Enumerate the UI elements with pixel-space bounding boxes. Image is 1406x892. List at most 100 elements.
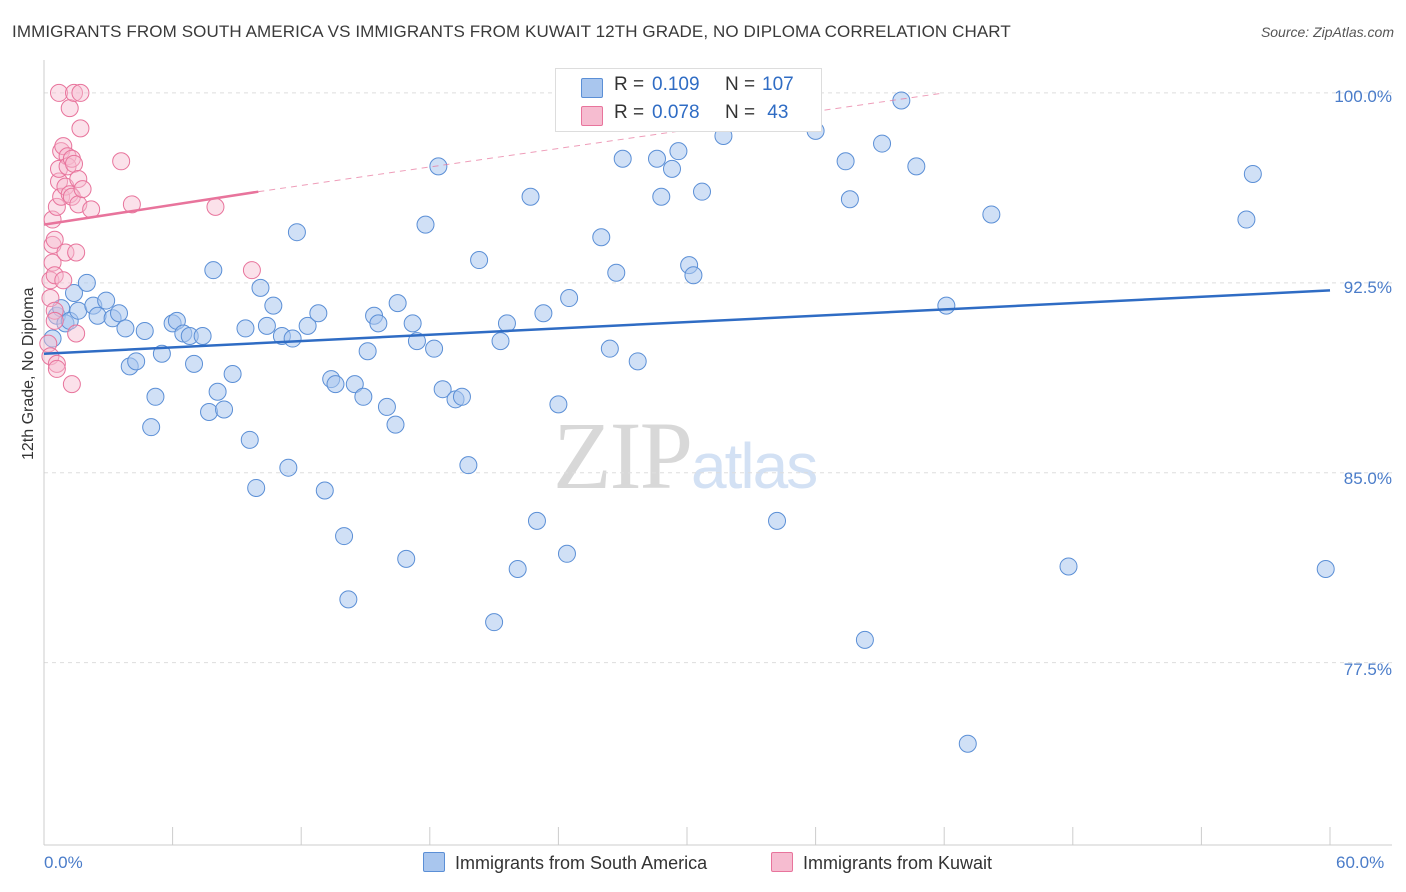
watermark: ZIPatlas <box>553 400 818 511</box>
data-point-south-america <box>116 319 135 338</box>
data-point-south-america <box>88 306 107 325</box>
data-point-south-america <box>200 402 219 421</box>
data-point-south-america <box>497 314 516 333</box>
legend-swatch-pink <box>771 852 793 872</box>
trend-line-kuwait <box>43 190 259 226</box>
data-point-kuwait <box>47 354 66 373</box>
data-point-south-america <box>613 149 632 168</box>
legend-row-south-america: R = 0.109 N = 107 <box>556 74 821 100</box>
data-point-kuwait <box>69 170 88 189</box>
data-point-south-america <box>69 301 88 320</box>
data-point-south-america <box>425 339 444 358</box>
x-tick-max: 60.0% <box>1336 853 1385 872</box>
data-point-south-america <box>662 159 681 178</box>
data-point-south-america <box>345 375 364 394</box>
data-point-south-america <box>135 321 154 340</box>
data-point-south-america <box>907 157 926 176</box>
data-point-south-america <box>485 613 504 632</box>
data-point-south-america <box>600 339 619 358</box>
data-point-south-america <box>1316 559 1335 578</box>
data-point-south-america <box>560 289 579 308</box>
data-point-kuwait <box>242 261 261 280</box>
data-point-kuwait <box>112 152 131 171</box>
data-point-kuwait <box>56 243 75 262</box>
data-point-kuwait <box>122 195 141 214</box>
data-point-south-america <box>470 251 489 270</box>
data-point-south-america <box>236 319 255 338</box>
data-point-south-america <box>982 205 1001 224</box>
data-point-south-america <box>358 342 377 361</box>
data-point-south-america <box>77 273 96 292</box>
data-point-kuwait <box>67 324 86 343</box>
data-point-south-america <box>459 456 478 475</box>
data-point-south-america <box>257 316 276 335</box>
data-point-south-america <box>628 352 647 371</box>
data-point-south-america <box>264 296 283 315</box>
data-point-south-america <box>873 134 892 153</box>
data-point-south-america <box>287 223 306 242</box>
bottom-legend-kuwait: Immigrants from Kuwait <box>771 852 992 874</box>
data-point-south-america <box>309 304 328 323</box>
data-point-south-america <box>1243 164 1262 183</box>
legend-r-value: 0.078 <box>652 102 700 123</box>
legend-swatch-pink <box>581 106 603 126</box>
data-point-kuwait <box>71 83 90 102</box>
data-point-kuwait <box>67 243 86 262</box>
y-tick-85: 85.0% <box>1343 469 1392 488</box>
data-point-kuwait <box>45 230 64 249</box>
data-point-south-america <box>527 511 546 530</box>
data-point-kuwait <box>62 375 81 394</box>
data-point-south-america <box>892 91 911 110</box>
data-point-south-america <box>836 152 855 171</box>
data-point-kuwait <box>47 197 66 216</box>
data-point-south-america <box>335 527 354 546</box>
data-point-south-america <box>607 263 626 282</box>
legend-label: Immigrants from Kuwait <box>803 853 993 873</box>
trend-line-south-america <box>43 289 1331 355</box>
data-point-south-america <box>339 590 358 609</box>
watermark-atlas: atlas <box>691 430 818 502</box>
data-point-south-america <box>240 430 259 449</box>
data-point-south-america <box>247 478 266 497</box>
data-point-south-america <box>193 327 212 346</box>
data-point-south-america <box>534 304 553 323</box>
data-point-south-america <box>433 380 452 399</box>
data-point-kuwait <box>71 119 90 138</box>
data-point-south-america <box>326 375 345 394</box>
data-point-kuwait <box>54 137 73 156</box>
y-axis-label: 12th Grade, No Diploma <box>20 287 37 460</box>
data-point-south-america <box>840 190 859 209</box>
legend-swatch-blue <box>581 78 603 98</box>
data-point-south-america <box>416 215 435 234</box>
legend-n-value: 107 <box>762 74 794 95</box>
data-point-kuwait <box>45 301 64 320</box>
data-point-south-america <box>1059 557 1078 576</box>
data-point-kuwait <box>60 99 79 118</box>
y-tick-77-5: 77.5% <box>1343 660 1392 679</box>
data-point-south-america <box>669 142 688 161</box>
data-point-south-america <box>429 157 448 176</box>
data-point-south-america <box>65 283 84 302</box>
data-point-kuwait <box>65 83 84 102</box>
data-point-south-america <box>223 365 242 383</box>
data-point-south-america <box>768 511 787 530</box>
legend-n-label: N = <box>725 74 756 95</box>
data-point-south-america <box>684 266 703 285</box>
legend-r-label: R = <box>614 102 645 123</box>
data-point-south-america <box>208 382 227 401</box>
data-point-south-america <box>152 344 171 363</box>
data-point-south-america <box>1237 210 1256 229</box>
data-point-kuwait <box>47 359 66 378</box>
y-tick-92-5: 92.5% <box>1343 278 1392 297</box>
legend-r-value: 0.109 <box>652 74 700 95</box>
data-point-south-america <box>146 387 165 406</box>
data-point-south-america <box>491 332 510 351</box>
legend-n-value: 43 <box>762 102 789 123</box>
data-point-south-america <box>452 387 471 406</box>
x-tick-min: 0.0% <box>44 853 83 872</box>
data-point-south-america <box>377 397 396 416</box>
data-point-kuwait <box>54 271 73 290</box>
data-point-south-america <box>958 734 977 753</box>
data-point-south-america <box>855 630 874 649</box>
data-point-south-america <box>693 182 712 201</box>
